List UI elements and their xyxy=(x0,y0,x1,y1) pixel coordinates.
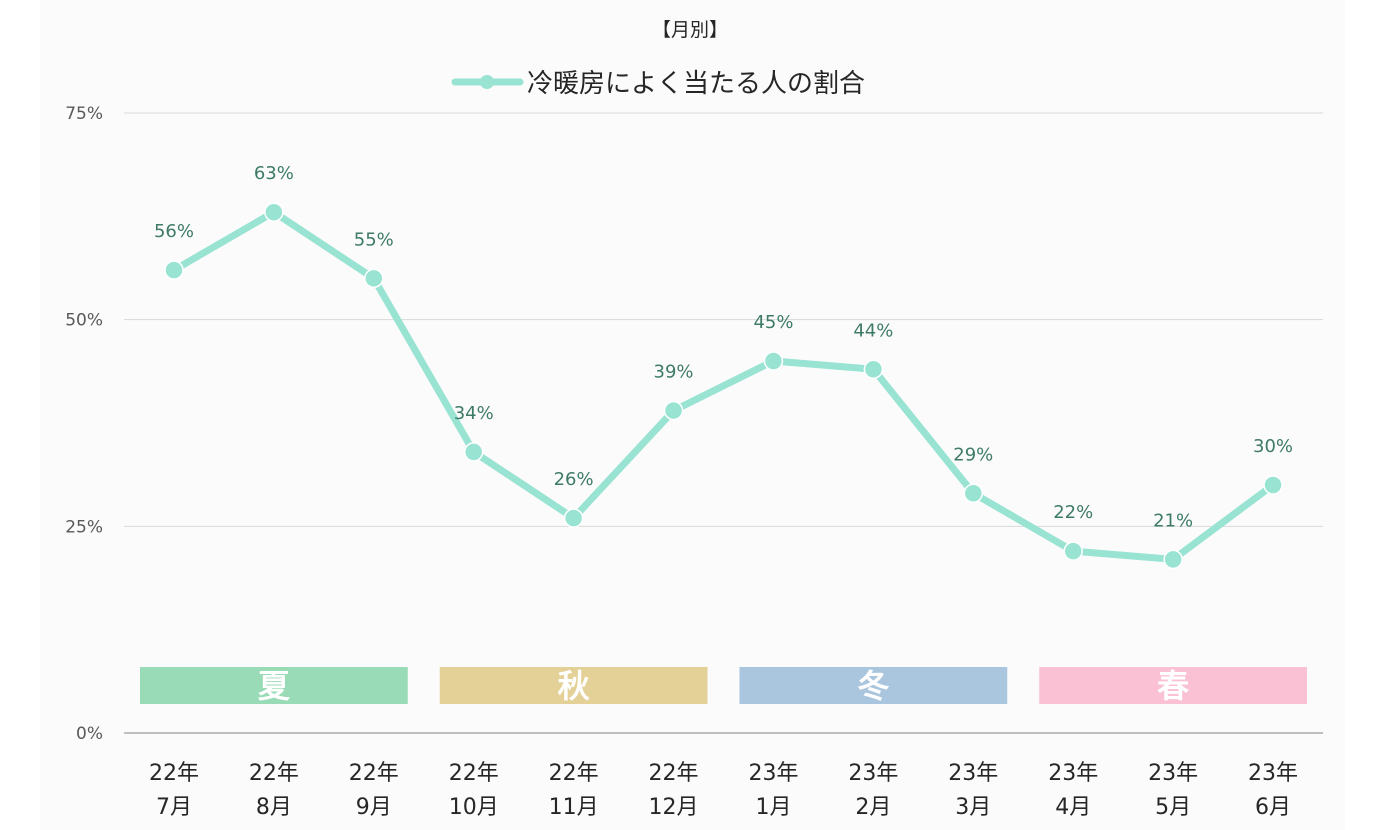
x-tick-label: 8月 xyxy=(256,795,292,820)
series-line xyxy=(170,208,1277,563)
data-label: 56% xyxy=(154,221,194,242)
x-tick-label: 5月 xyxy=(1155,795,1191,820)
legend-label: 冷暖房によく当たる人の割合 xyxy=(527,69,865,99)
x-tick-label: 23年 xyxy=(1248,761,1298,786)
data-label: 29% xyxy=(953,444,993,465)
data-point xyxy=(963,483,984,504)
season-band xyxy=(140,667,408,704)
gridlines xyxy=(124,112,1323,734)
season-band-label: 春 xyxy=(1157,667,1189,705)
x-tick-label: 22年 xyxy=(549,761,599,786)
season-band xyxy=(1039,667,1307,704)
data-label: 55% xyxy=(354,229,394,250)
legend: 冷暖房によく当たる人の割合 xyxy=(451,69,865,99)
x-tick-label: 7月 xyxy=(156,795,192,820)
x-tick-label: 4月 xyxy=(1055,795,1091,820)
data-point xyxy=(863,359,884,380)
season-band xyxy=(439,667,708,704)
y-tick-label: 50% xyxy=(65,311,103,331)
data-label: 30% xyxy=(1253,436,1293,457)
data-label: 63% xyxy=(254,163,294,184)
y-tick-label: 75% xyxy=(65,104,103,124)
data-label: 22% xyxy=(1053,502,1093,523)
season-band-label: 夏 xyxy=(258,667,291,705)
data-point xyxy=(563,508,584,528)
x-tick-label: 1月 xyxy=(755,795,791,820)
x-tick-label: 22年 xyxy=(349,761,399,786)
data-point xyxy=(1163,549,1183,570)
x-axis: 22年 7月 22年 8月 22年 9月 22年 10月 22年 11月 22年 12月 23年 1月 23… xyxy=(149,761,1298,820)
data-point xyxy=(663,400,684,421)
data-label: 44% xyxy=(853,320,893,341)
x-tick-label: 6月 xyxy=(1255,795,1291,820)
x-tick-label: 23年 xyxy=(848,761,898,786)
x-tick-label: 22年 xyxy=(449,761,499,786)
data-point xyxy=(463,442,484,462)
data-point xyxy=(164,260,184,280)
y-axis: 0% 25% 50% 75% xyxy=(65,104,103,744)
data-label: 34% xyxy=(454,403,494,424)
x-tick-label: 3月 xyxy=(955,795,991,820)
season-bands: 夏秋冬春 xyxy=(140,667,1307,705)
data-label: 45% xyxy=(753,312,793,333)
data-point xyxy=(1063,541,1083,561)
data-label: 39% xyxy=(654,362,694,383)
data-label: 21% xyxy=(1153,510,1193,531)
chart-title: 【月別】 xyxy=(652,19,728,41)
data-point xyxy=(264,202,284,222)
season-band-label: 冬 xyxy=(857,667,889,705)
x-tick-label: 22年 xyxy=(149,761,199,786)
legend-marker xyxy=(480,75,494,89)
x-tick-label: 9月 xyxy=(356,795,392,820)
season-band xyxy=(739,667,1008,704)
x-tick-label: 12月 xyxy=(649,795,699,820)
y-tick-label: 25% xyxy=(65,517,103,537)
x-tick-label: 2月 xyxy=(855,795,891,820)
y-tick-label: 0% xyxy=(76,724,103,744)
x-tick-label: 23年 xyxy=(1148,761,1198,786)
x-tick-label: 10月 xyxy=(449,795,499,820)
data-point xyxy=(364,268,384,289)
x-tick-label: 23年 xyxy=(948,761,998,786)
x-tick-label: 23年 xyxy=(1048,761,1098,786)
x-tick-label: 11月 xyxy=(549,795,599,820)
data-label: 26% xyxy=(554,469,594,490)
x-tick-label: 22年 xyxy=(249,761,299,786)
data-point xyxy=(1263,475,1283,495)
x-tick-label: 23年 xyxy=(748,761,798,786)
season-band-label: 秋 xyxy=(558,667,590,705)
series-layer xyxy=(164,202,1283,570)
data-point xyxy=(763,351,784,371)
x-tick-label: 22年 xyxy=(649,761,699,786)
data-labels: 56% 63% 55% 34% 26% 39% 45% 44% 29% 22% 21% 30% xyxy=(154,163,1293,531)
